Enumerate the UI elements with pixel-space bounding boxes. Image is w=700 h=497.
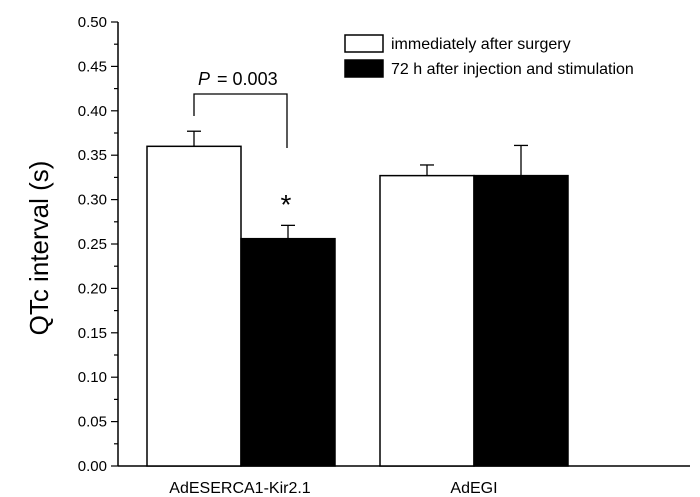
y-ticks: 0.00 0.05 0.10 0.15 0.20 0.25 0.30 0.35 0.40 0.45… xyxy=(78,14,118,475)
y-tick-label: 0.40 xyxy=(78,103,107,120)
y-tick-label: 0.25 xyxy=(78,236,107,253)
y-tick-label: 0.35 xyxy=(78,147,107,164)
legend: immediately after surgery 72 h after inj… xyxy=(344,34,634,78)
p-value-annotation: P = 0.003 xyxy=(198,69,278,89)
y-axis-label: QTc interval (s) xyxy=(24,161,54,336)
legend-swatch-72h-after-injection xyxy=(344,59,384,78)
y-tick-label: 0.20 xyxy=(78,280,107,297)
bar-72h-0 xyxy=(240,237,336,467)
error-bars xyxy=(187,130,528,239)
y-tick-label: 0.50 xyxy=(78,14,107,31)
legend-label-72h-after-injection: 72 h after injection and stimulation xyxy=(391,61,634,78)
bar-72h-1 xyxy=(473,174,569,467)
y-tick-label: 0.30 xyxy=(78,192,107,209)
y-tick-label: 0.05 xyxy=(78,414,107,431)
y-tick-label: 0.10 xyxy=(78,369,107,386)
bar-immediate-0 xyxy=(146,145,242,467)
y-tick-label: 0.15 xyxy=(78,325,107,342)
y-tick-label: 0.45 xyxy=(78,58,107,75)
y-tick-label: 0.00 xyxy=(78,458,107,475)
significance-bracket xyxy=(193,93,288,148)
bars xyxy=(146,145,569,467)
category-label-adegi: AdEGI xyxy=(450,480,497,497)
bar-immediate-1 xyxy=(379,174,475,467)
legend-label-immediately-after-surgery: immediately after surgery xyxy=(391,36,571,53)
significance-star: * xyxy=(281,189,292,220)
legend-swatch-immediately-after-surgery xyxy=(344,34,384,53)
p-value-number: = 0.003 xyxy=(217,69,278,89)
category-label-adeserca1-kir21: AdESERCA1-Kir2.1 xyxy=(169,480,310,497)
p-value-symbol: P xyxy=(198,69,210,89)
